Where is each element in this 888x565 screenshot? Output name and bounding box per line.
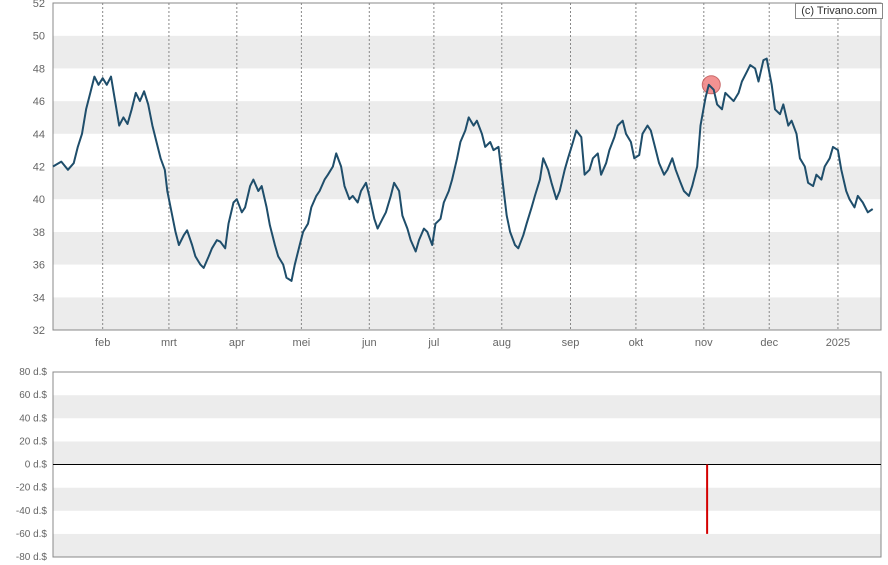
svg-text:42: 42 (33, 162, 45, 174)
svg-text:nov: nov (695, 337, 713, 349)
svg-text:sep: sep (562, 337, 580, 349)
svg-text:2025: 2025 (826, 337, 850, 349)
svg-text:0 d.$: 0 d.$ (25, 460, 48, 471)
svg-text:mei: mei (293, 337, 311, 349)
svg-text:44: 44 (33, 129, 45, 141)
svg-text:-80 d.$: -80 d.$ (16, 552, 48, 563)
svg-text:20 d.$: 20 d.$ (19, 436, 47, 447)
svg-text:60 d.$: 60 d.$ (19, 390, 47, 401)
chart-svg: 32 34 36 38 40 42 44 46 48 50 52 feb mrt apr mei jun jul… (0, 0, 888, 565)
svg-text:52: 52 (33, 0, 45, 10)
svg-text:-40 d.$: -40 d.$ (16, 506, 48, 517)
svg-text:feb: feb (95, 337, 110, 349)
svg-text:80 d.$: 80 d.$ (19, 367, 47, 378)
svg-text:mrt: mrt (161, 337, 177, 349)
chart-container: (c) Trivano.com 32 34 36 38 40 42 44 46 48 50 52 fe… (0, 0, 888, 565)
svg-text:38: 38 (33, 227, 45, 239)
svg-text:32: 32 (33, 325, 45, 337)
svg-text:48: 48 (33, 63, 45, 75)
svg-text:40 d.$: 40 d.$ (19, 413, 47, 424)
svg-text:jun: jun (361, 337, 377, 349)
svg-text:40: 40 (33, 194, 45, 206)
svg-text:50: 50 (33, 31, 45, 43)
svg-text:-20 d.$: -20 d.$ (16, 483, 48, 494)
svg-text:apr: apr (229, 337, 245, 349)
svg-text:jul: jul (427, 337, 439, 349)
copyright-label: (c) Trivano.com (795, 3, 883, 19)
svg-text:46: 46 (33, 96, 45, 108)
svg-text:36: 36 (33, 260, 45, 272)
svg-text:-60 d.$: -60 d.$ (16, 529, 48, 540)
svg-text:okt: okt (629, 337, 644, 349)
svg-text:34: 34 (33, 292, 45, 304)
svg-text:aug: aug (493, 337, 511, 349)
svg-text:dec: dec (760, 337, 778, 349)
